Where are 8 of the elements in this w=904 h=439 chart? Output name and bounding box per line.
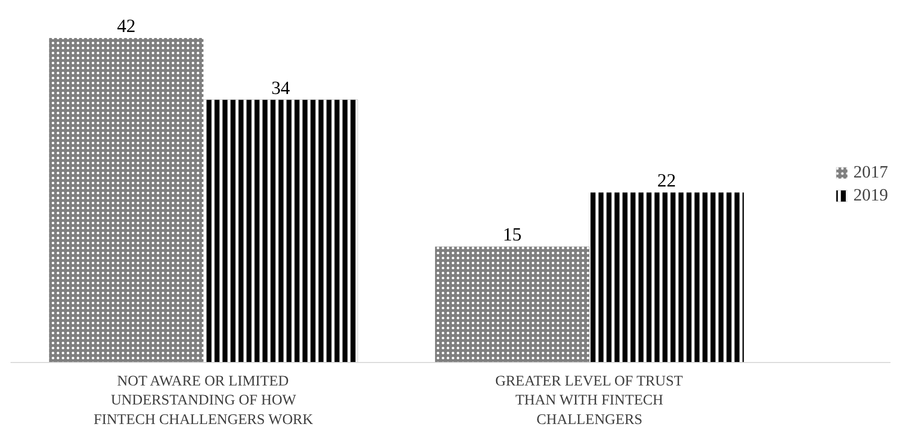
data-label: 15 bbox=[502, 224, 522, 246]
data-label: 34 bbox=[271, 78, 291, 99]
data-label: 42 bbox=[116, 16, 136, 37]
data-label: 22 bbox=[657, 170, 676, 192]
legend-label: 2017 bbox=[853, 162, 888, 182]
x-tick-label: NOT AWARE OR LIMITED UNDERSTANDING OF HOW FINTECH CHALLENGERS WORK bbox=[94, 374, 314, 428]
x-tick-label: GREATER LEVEL OF TRUST THAN WITH FINTECH CHALLENGERS bbox=[495, 374, 683, 428]
legend-label: 2019 bbox=[853, 185, 888, 205]
